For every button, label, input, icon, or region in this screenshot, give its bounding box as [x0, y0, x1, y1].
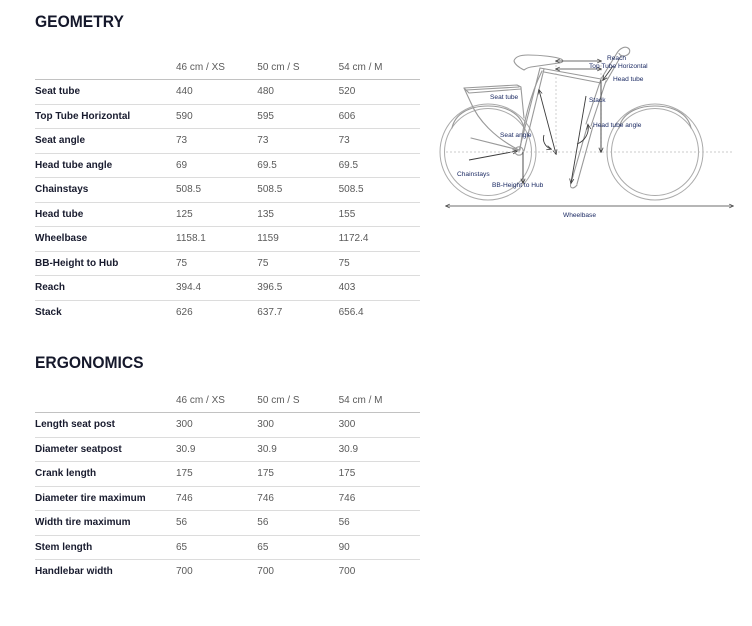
svg-text:Seat tube: Seat tube [490, 94, 519, 101]
svg-text:Chainstays: Chainstays [457, 171, 490, 178]
svg-text:BB-Height to Hub: BB-Height to Hub [492, 182, 544, 189]
svg-text:Seat angle: Seat angle [500, 132, 532, 139]
svg-text:Head tube angle: Head tube angle [593, 122, 642, 129]
svg-text:Reach: Reach [607, 55, 626, 62]
svg-text:Top Tube Horizontal: Top Tube Horizontal [589, 63, 648, 70]
svg-text:Head tube: Head tube [613, 76, 644, 83]
svg-text:Stack: Stack [589, 97, 606, 104]
svg-text:Wheelbase: Wheelbase [563, 212, 596, 219]
